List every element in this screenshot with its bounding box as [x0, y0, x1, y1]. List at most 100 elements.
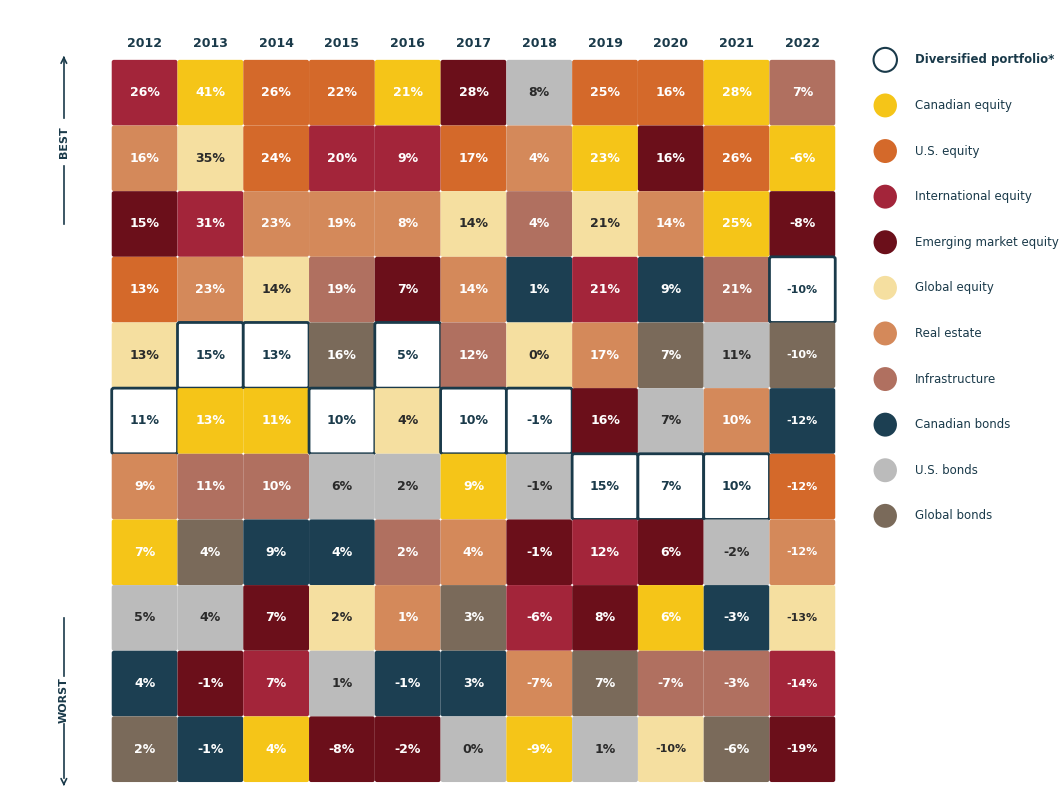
FancyBboxPatch shape [309, 60, 375, 125]
FancyBboxPatch shape [309, 454, 375, 519]
FancyBboxPatch shape [178, 519, 244, 585]
Text: 16%: 16% [327, 349, 356, 361]
FancyBboxPatch shape [244, 585, 309, 650]
Text: 35%: 35% [196, 152, 226, 165]
Text: 2018: 2018 [521, 38, 556, 50]
Text: 22%: 22% [327, 86, 356, 99]
Text: 8%: 8% [595, 611, 616, 624]
FancyBboxPatch shape [375, 454, 440, 519]
Text: 26%: 26% [262, 86, 292, 99]
Text: 2019: 2019 [587, 38, 622, 50]
Text: 9%: 9% [661, 283, 681, 296]
Text: 2012: 2012 [127, 38, 162, 50]
Text: 28%: 28% [721, 86, 751, 99]
Text: 2%: 2% [397, 546, 418, 559]
Text: 7%: 7% [266, 611, 287, 624]
FancyBboxPatch shape [309, 388, 375, 454]
FancyBboxPatch shape [769, 257, 835, 322]
FancyBboxPatch shape [506, 322, 572, 388]
Text: 11%: 11% [261, 414, 292, 428]
Text: 13%: 13% [130, 349, 160, 361]
FancyBboxPatch shape [506, 125, 572, 192]
Text: 12%: 12% [591, 546, 620, 559]
Text: 10%: 10% [721, 480, 751, 493]
FancyBboxPatch shape [506, 585, 572, 650]
FancyBboxPatch shape [178, 60, 244, 125]
Text: -14%: -14% [786, 678, 818, 689]
Text: 2015: 2015 [325, 38, 360, 50]
FancyBboxPatch shape [506, 388, 572, 454]
Text: -6%: -6% [526, 611, 552, 624]
FancyBboxPatch shape [638, 125, 703, 192]
FancyBboxPatch shape [769, 650, 835, 717]
Text: -6%: -6% [724, 743, 750, 756]
Text: -19%: -19% [786, 745, 818, 754]
FancyBboxPatch shape [375, 388, 440, 454]
FancyBboxPatch shape [244, 192, 309, 257]
FancyBboxPatch shape [572, 192, 638, 257]
FancyBboxPatch shape [178, 454, 244, 519]
FancyBboxPatch shape [572, 717, 638, 782]
Text: 24%: 24% [261, 152, 292, 165]
FancyBboxPatch shape [440, 125, 506, 192]
FancyBboxPatch shape [112, 322, 178, 388]
FancyBboxPatch shape [440, 322, 506, 388]
Text: -10%: -10% [786, 350, 818, 360]
Text: 7%: 7% [660, 480, 681, 493]
FancyBboxPatch shape [375, 519, 440, 585]
Text: 13%: 13% [262, 349, 292, 361]
Text: -1%: -1% [526, 546, 552, 559]
FancyBboxPatch shape [638, 454, 703, 519]
FancyBboxPatch shape [375, 585, 440, 650]
Text: 4%: 4% [134, 677, 155, 690]
Text: 9%: 9% [397, 152, 418, 165]
FancyBboxPatch shape [638, 322, 703, 388]
Text: 7%: 7% [134, 546, 155, 559]
FancyBboxPatch shape [638, 257, 703, 322]
Text: 7%: 7% [792, 86, 813, 99]
Text: 0%: 0% [529, 349, 550, 361]
Text: 2020: 2020 [653, 38, 688, 50]
FancyBboxPatch shape [244, 125, 309, 192]
FancyBboxPatch shape [769, 192, 835, 257]
FancyBboxPatch shape [440, 585, 506, 650]
Text: 26%: 26% [721, 152, 751, 165]
Text: -1%: -1% [395, 677, 421, 690]
Text: -7%: -7% [526, 677, 552, 690]
FancyBboxPatch shape [440, 519, 506, 585]
Text: International equity: International equity [915, 190, 1032, 203]
FancyBboxPatch shape [244, 650, 309, 717]
FancyBboxPatch shape [572, 650, 638, 717]
FancyBboxPatch shape [375, 60, 440, 125]
Text: Global equity: Global equity [915, 282, 994, 294]
FancyBboxPatch shape [375, 125, 440, 192]
Text: 17%: 17% [459, 152, 488, 165]
Text: 2%: 2% [397, 480, 418, 493]
Text: -10%: -10% [786, 285, 818, 294]
FancyBboxPatch shape [440, 454, 506, 519]
Text: 21%: 21% [591, 283, 620, 296]
Text: -1%: -1% [197, 743, 223, 756]
Text: 10%: 10% [721, 414, 751, 428]
Text: 10%: 10% [459, 414, 488, 428]
Text: U.S. bonds: U.S. bonds [915, 464, 978, 476]
FancyBboxPatch shape [506, 519, 572, 585]
Text: 1%: 1% [331, 677, 352, 690]
Text: 41%: 41% [196, 86, 226, 99]
Text: 23%: 23% [591, 152, 620, 165]
FancyBboxPatch shape [309, 322, 375, 388]
Text: 15%: 15% [130, 218, 160, 231]
FancyBboxPatch shape [309, 650, 375, 717]
FancyBboxPatch shape [244, 519, 309, 585]
Text: 15%: 15% [196, 349, 226, 361]
Text: -12%: -12% [786, 547, 818, 557]
Text: -1%: -1% [197, 677, 223, 690]
Text: 2014: 2014 [259, 38, 294, 50]
FancyBboxPatch shape [178, 125, 244, 192]
FancyBboxPatch shape [703, 192, 769, 257]
Text: 17%: 17% [591, 349, 620, 361]
Text: 2013: 2013 [193, 38, 228, 50]
Text: 6%: 6% [661, 611, 681, 624]
Text: 2021: 2021 [719, 38, 754, 50]
Text: -13%: -13% [786, 613, 818, 623]
